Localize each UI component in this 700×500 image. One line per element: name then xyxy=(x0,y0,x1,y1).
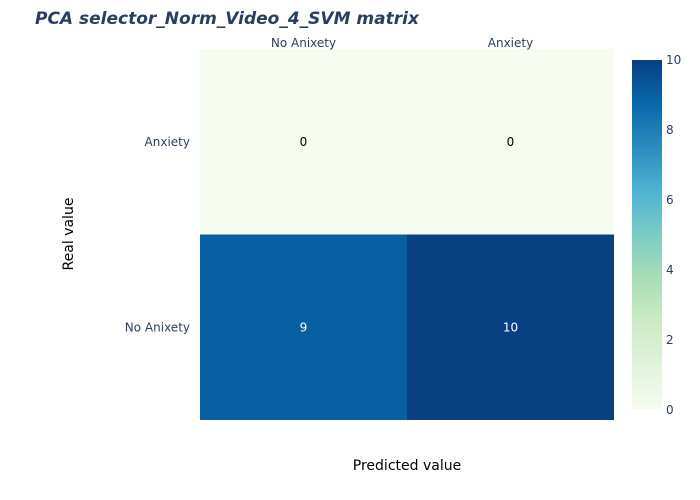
heatmap-cell xyxy=(407,234,614,420)
x-tick-labels: No Anixety Anxiety xyxy=(271,36,533,50)
colorbar-tick-label: 6 xyxy=(666,193,674,207)
colorbar-tick-labels: 0 2 4 6 8 10 xyxy=(666,53,681,417)
y-tick-labels: Anxiety No Anixety xyxy=(125,135,190,335)
colorbar-tick-label: 10 xyxy=(666,53,681,67)
colorbar-tick-label: 2 xyxy=(666,333,674,347)
cell-value-label: 9 xyxy=(300,320,308,334)
colorbar-tick-label: 4 xyxy=(666,263,674,277)
x-tick-label: No Anixety xyxy=(271,36,336,50)
y-tick-label: No Anixety xyxy=(125,320,190,334)
heatmap-cells: 0 0 9 10 xyxy=(200,49,614,420)
heatmap-cell xyxy=(200,234,407,420)
colorbar xyxy=(632,60,662,410)
y-tick-label: Anxiety xyxy=(145,135,190,149)
x-axis-title: Predicted value xyxy=(353,458,461,474)
heatmap-cell xyxy=(407,49,614,235)
colorbar-tick-label: 0 xyxy=(666,403,674,417)
cell-value-label: 0 xyxy=(300,135,308,149)
y-axis-title: Real value xyxy=(61,198,77,271)
chart-title: PCA selector_Norm_Video_4_SVM matrix xyxy=(35,9,420,29)
x-tick-label: Anxiety xyxy=(488,36,533,50)
cell-value-label: 10 xyxy=(503,320,518,334)
colorbar-tick-label: 8 xyxy=(666,123,674,137)
heatmap-cell xyxy=(200,49,407,235)
cell-value-label: 0 xyxy=(507,135,515,149)
